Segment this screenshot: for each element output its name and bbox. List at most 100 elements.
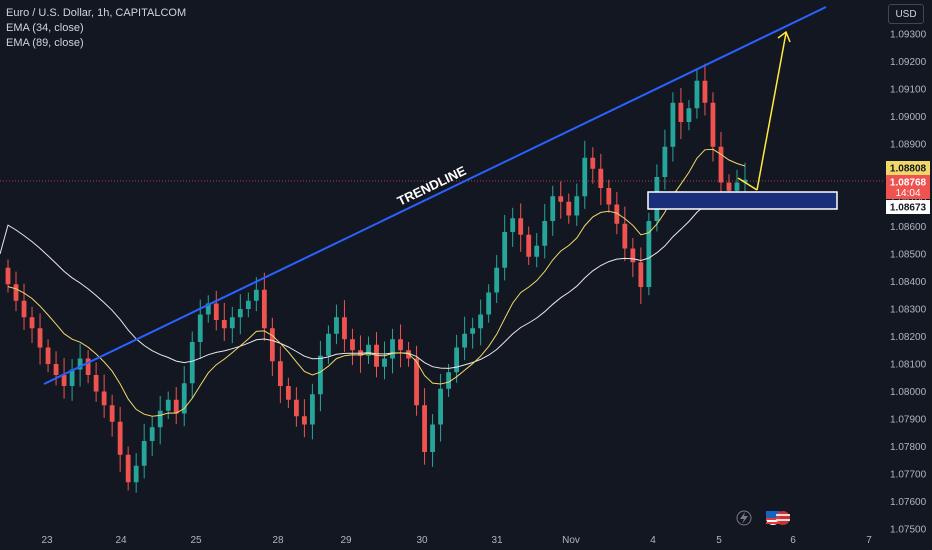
candle[interactable] [245, 292, 251, 318]
candles[interactable] [5, 63, 748, 493]
candle[interactable] [630, 238, 636, 278]
candle[interactable] [366, 336, 371, 365]
candle[interactable] [109, 394, 115, 437]
candle[interactable] [414, 345, 419, 416]
ema-34-legend[interactable]: EMA (34, close) [6, 22, 84, 34]
candle[interactable] [85, 350, 91, 384]
candle[interactable] [37, 313, 43, 365]
candle[interactable] [598, 153, 604, 206]
candle[interactable] [149, 416, 155, 456]
candle[interactable] [510, 207, 516, 247]
candle[interactable] [590, 147, 596, 184]
candle[interactable] [526, 226, 532, 266]
candle[interactable] [742, 162, 748, 196]
time-tick-label: 24 [115, 535, 127, 546]
price-axis[interactable]: 1.09300 1.09200 1.09100 1.09000 1.08900 1.088… [884, 0, 932, 550]
candle[interactable] [430, 414, 435, 467]
candle[interactable] [710, 92, 716, 162]
candle[interactable] [678, 87, 684, 140]
candle[interactable] [350, 328, 355, 366]
candle[interactable] [125, 446, 131, 491]
candle[interactable] [181, 366, 187, 427]
candle[interactable] [398, 324, 403, 368]
candle[interactable] [694, 68, 700, 119]
candle[interactable] [277, 346, 283, 404]
candle[interactable] [302, 399, 307, 438]
candle[interactable] [334, 304, 339, 345]
candle[interactable] [269, 317, 275, 377]
candle[interactable] [534, 233, 540, 268]
candle[interactable] [462, 316, 468, 361]
candle[interactable] [173, 387, 179, 424]
candle[interactable] [542, 203, 548, 259]
candle[interactable] [221, 302, 227, 341]
candle[interactable] [157, 395, 163, 445]
candle[interactable] [77, 343, 83, 387]
candle[interactable] [582, 140, 588, 209]
candle[interactable] [293, 387, 299, 427]
symbol-title[interactable]: Euro / U.S. Dollar, 1h, CAPITALCOM [6, 7, 187, 19]
candle[interactable] [470, 317, 476, 349]
candle[interactable] [494, 255, 500, 303]
candle[interactable] [326, 325, 331, 365]
candle[interactable] [165, 391, 171, 420]
candle[interactable] [422, 388, 427, 465]
candle[interactable] [133, 453, 139, 493]
time-axis[interactable]: 23 24 25 28 29 30 31 Nov 4 5 6 7 [0, 528, 884, 550]
candle[interactable] [229, 306, 235, 344]
candle[interactable] [566, 193, 572, 224]
candle[interactable] [29, 306, 35, 344]
candle[interactable] [141, 423, 147, 479]
candle[interactable] [117, 406, 123, 472]
candle[interactable] [13, 271, 19, 312]
candle[interactable] [237, 294, 243, 335]
candle[interactable] [285, 377, 291, 408]
candle[interactable] [670, 92, 676, 162]
candle[interactable] [61, 357, 67, 399]
support-zone[interactable] [647, 191, 838, 210]
candle[interactable] [454, 334, 460, 383]
candle[interactable] [53, 351, 59, 386]
candle[interactable] [606, 179, 612, 213]
projection-arrow[interactable] [737, 30, 791, 191]
candle[interactable] [518, 203, 524, 252]
ema-89-legend[interactable]: EMA (89, close) [6, 37, 84, 49]
candle[interactable] [318, 340, 323, 412]
candle[interactable] [622, 206, 628, 262]
candle[interactable] [478, 299, 484, 346]
candle[interactable] [486, 284, 492, 323]
candle[interactable] [101, 374, 107, 418]
time-tick-label: 4 [650, 535, 656, 546]
candle[interactable] [502, 214, 508, 281]
candle[interactable] [646, 212, 652, 296]
flag-icon[interactable] [766, 511, 790, 525]
candle[interactable] [45, 339, 51, 373]
candle[interactable] [558, 181, 564, 219]
candle[interactable] [69, 359, 75, 401]
candle[interactable] [93, 362, 99, 402]
candle[interactable] [718, 131, 724, 200]
lightning-icon[interactable] [736, 510, 752, 526]
candle[interactable] [446, 364, 451, 397]
candle[interactable] [574, 183, 580, 226]
candle[interactable] [662, 129, 668, 190]
candle[interactable] [390, 328, 395, 374]
candle[interactable] [382, 341, 387, 380]
currency-button[interactable]: USD [888, 4, 924, 24]
trendline[interactable] [43, 6, 827, 385]
candle[interactable] [438, 373, 443, 442]
candle[interactable] [213, 290, 219, 331]
candle[interactable] [702, 63, 708, 116]
candle[interactable] [310, 383, 315, 440]
candle[interactable] [21, 283, 27, 330]
candle[interactable] [686, 100, 692, 131]
candle[interactable] [342, 300, 347, 352]
candle[interactable] [205, 295, 211, 323]
candle[interactable] [189, 331, 195, 399]
candle[interactable] [638, 247, 644, 305]
candle[interactable] [550, 185, 556, 236]
candle[interactable] [253, 277, 259, 312]
candle[interactable] [261, 272, 267, 341]
